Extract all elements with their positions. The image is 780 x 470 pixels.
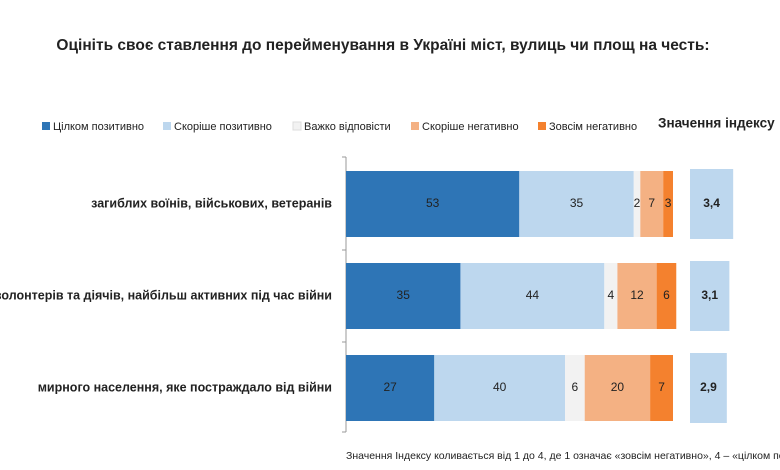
category-label: волонтерів та діячів, найбільш активних … bbox=[0, 288, 332, 302]
legend-label: Скоріше негативно bbox=[422, 121, 519, 133]
bar-segment bbox=[346, 171, 520, 237]
index-bar bbox=[690, 169, 734, 239]
value-label: 4 bbox=[608, 288, 615, 302]
bar-segment bbox=[604, 263, 618, 329]
bar-segment bbox=[650, 355, 673, 421]
bar-segment bbox=[346, 263, 461, 329]
category-label: загиблих воїнів, військових, ветеранів bbox=[91, 196, 332, 210]
bar-segment bbox=[519, 171, 634, 237]
legend-swatch bbox=[163, 122, 171, 130]
value-label: 6 bbox=[663, 288, 670, 302]
value-label: 2 bbox=[634, 196, 641, 210]
legend-swatch bbox=[538, 122, 546, 130]
category-label: мирного населення, яке постраждало від в… bbox=[38, 380, 332, 394]
bar-segment bbox=[584, 355, 651, 421]
value-label: 20 bbox=[611, 380, 625, 394]
legend-swatch bbox=[292, 121, 302, 131]
bar-segment bbox=[633, 171, 641, 237]
value-label: 7 bbox=[648, 196, 655, 210]
bar-segment bbox=[346, 355, 435, 421]
legend-swatch bbox=[42, 122, 50, 130]
bar-segment bbox=[565, 355, 585, 421]
value-label: 7 bbox=[658, 380, 665, 394]
note: Значення Індексу коливається від 1 до 4,… bbox=[346, 450, 780, 462]
legend-label: Цілком позитивно bbox=[53, 121, 144, 133]
bar-segment bbox=[656, 263, 677, 329]
bar-segment bbox=[434, 355, 566, 421]
legend-label: Важко відповісти bbox=[304, 121, 391, 133]
chart-title: Оцініть своє ставлення до перейменування… bbox=[56, 37, 709, 54]
bar-segment bbox=[663, 171, 673, 237]
legend-swatch bbox=[411, 122, 419, 130]
index-title: Значення індексу bbox=[658, 116, 775, 131]
index-bar bbox=[690, 353, 727, 423]
value-label: 44 bbox=[526, 288, 540, 302]
value-label: 35 bbox=[397, 288, 411, 302]
bar-segment bbox=[617, 263, 657, 329]
legend-label: Скоріше позитивно bbox=[174, 121, 272, 133]
value-label: 27 bbox=[383, 380, 397, 394]
value-label: 40 bbox=[493, 380, 507, 394]
value-label: 6 bbox=[572, 380, 579, 394]
value-label: 35 bbox=[570, 196, 584, 210]
index-label: 3,1 bbox=[701, 288, 718, 302]
index-bar bbox=[690, 261, 730, 331]
value-label: 12 bbox=[630, 288, 644, 302]
value-label: 3 bbox=[665, 196, 672, 210]
value-label: 53 bbox=[426, 196, 440, 210]
bar-segment bbox=[640, 171, 664, 237]
index-label: 2,9 bbox=[700, 380, 717, 394]
bar-segment bbox=[460, 263, 605, 329]
index-label: 3,4 bbox=[703, 196, 720, 210]
legend-label: Зовсім негативно bbox=[549, 121, 637, 133]
